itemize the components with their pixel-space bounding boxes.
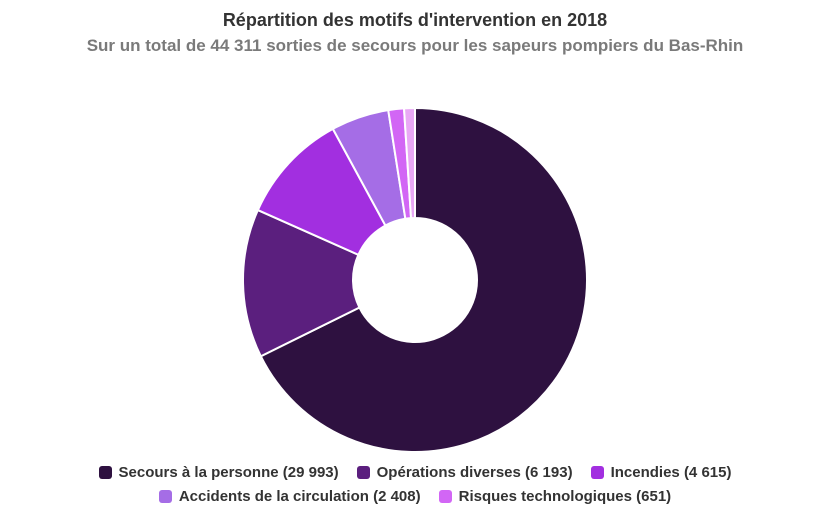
legend-item-accidents[interactable]: Accidents de la circulation (2 408)	[158, 487, 421, 505]
legend-swatch-operations	[356, 465, 370, 479]
legend-swatch-secours	[98, 465, 112, 479]
legend-swatch-risques	[438, 489, 452, 503]
legend-item-risques[interactable]: Risques technologiques (651)	[438, 487, 672, 505]
legend-label-operations: Opérations diverses (6 193)	[376, 463, 573, 481]
donut-chart	[242, 106, 588, 453]
legend-item-incendies[interactable]: Incendies (4 615)	[590, 463, 732, 481]
legend-item-secours[interactable]: Secours à la personne (29 993)	[98, 463, 339, 481]
legend-label-secours: Secours à la personne (29 993)	[118, 463, 339, 481]
chart-subtitle: Sur un total de 44 311 sorties de secour…	[86, 36, 744, 55]
donut-slice-0[interactable]	[259, 106, 588, 453]
chart-title: Répartition des motifs d'intervention en…	[222, 10, 608, 30]
legend-label-risques: Risques technologiques (651)	[458, 487, 672, 505]
donut-slice-1[interactable]	[242, 208, 361, 358]
legend-item-operations[interactable]: Opérations diverses (6 193)	[356, 463, 573, 481]
legend-swatch-accidents	[158, 489, 172, 503]
legend-swatch-incendies	[590, 465, 604, 479]
legend-label-incendies: Incendies (4 615)	[610, 463, 732, 481]
legend-label-accidents: Accidents de la circulation (2 408)	[178, 487, 421, 505]
legend-row-2: Accidents de la circulation (2 408) Risq…	[0, 484, 830, 508]
donut-slice-5[interactable]	[402, 106, 416, 220]
legend-row-1: Secours à la personne (29 993) Opération…	[0, 460, 830, 484]
chart-legend: Secours à la personne (29 993) Opération…	[0, 460, 830, 508]
